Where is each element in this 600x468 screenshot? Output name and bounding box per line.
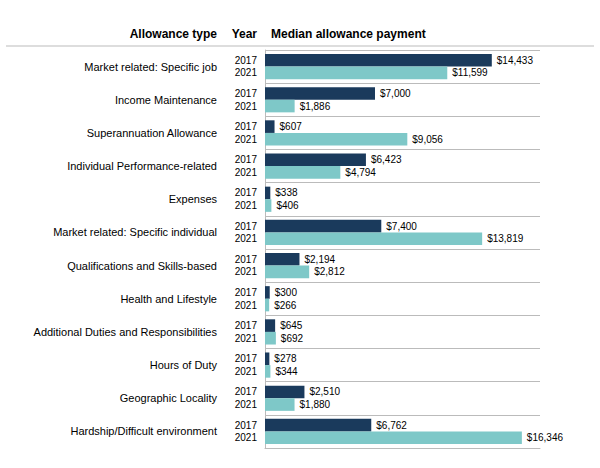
svg-text:2017: 2017 [235,187,258,198]
svg-text:$7,000: $7,000 [380,88,411,99]
svg-text:2021: 2021 [235,300,258,311]
svg-text:$2,812: $2,812 [314,266,345,277]
svg-text:$1,880: $1,880 [300,399,331,410]
svg-text:Hours of Duty: Hours of Duty [150,359,218,371]
svg-text:Additional Duties and Responsi: Additional Duties and Responsibilities [34,326,218,338]
svg-text:2021: 2021 [235,233,258,244]
svg-text:2017: 2017 [235,221,258,232]
svg-text:2021: 2021 [235,200,258,211]
svg-text:2017: 2017 [235,88,258,99]
svg-text:$16,346: $16,346 [527,432,564,443]
svg-text:2017: 2017 [235,386,258,397]
svg-text:$13,819: $13,819 [487,233,524,244]
svg-text:2017: 2017 [235,55,258,66]
svg-text:2017: 2017 [235,254,258,265]
svg-text:$2,194: $2,194 [304,254,335,265]
svg-text:$4,794: $4,794 [345,167,376,178]
svg-text:$406: $406 [276,200,299,211]
svg-text:$1,886: $1,886 [300,101,331,112]
svg-text:Individual Performance-related: Individual Performance-related [67,160,217,172]
svg-text:2017: 2017 [235,420,258,431]
svg-text:2021: 2021 [235,167,258,178]
svg-text:$9,056: $9,056 [412,134,443,145]
svg-text:2017: 2017 [235,320,258,331]
svg-text:$344: $344 [275,366,298,377]
svg-text:Median allowance payment: Median allowance payment [271,27,426,41]
svg-text:Health and Lifestyle: Health and Lifestyle [120,293,217,305]
svg-text:2021: 2021 [235,134,258,145]
svg-text:Superannuation Allowance: Superannuation Allowance [87,127,217,139]
svg-text:$6,762: $6,762 [376,420,407,431]
svg-text:2017: 2017 [235,287,258,298]
svg-text:Market related: Specific indiv: Market related: Specific individual [53,226,217,238]
svg-text:$338: $338 [275,187,298,198]
svg-text:$692: $692 [281,333,304,344]
svg-text:$2,510: $2,510 [309,386,340,397]
svg-text:Geographic Locality: Geographic Locality [120,392,218,404]
svg-text:$278: $278 [274,353,297,364]
svg-text:$11,599: $11,599 [452,67,488,78]
svg-text:$6,423: $6,423 [371,154,402,165]
svg-text:2017: 2017 [235,154,258,165]
svg-text:Year: Year [232,27,258,41]
svg-text:Hardship/Difficult environment: Hardship/Difficult environment [70,425,217,437]
svg-text:Expenses: Expenses [169,193,218,205]
svg-text:2021: 2021 [235,366,258,377]
svg-text:2017: 2017 [235,121,258,132]
svg-text:2021: 2021 [235,266,258,277]
svg-text:2021: 2021 [235,399,258,410]
svg-text:2021: 2021 [235,67,258,78]
svg-text:Market related: Specific job: Market related: Specific job [84,61,217,73]
svg-text:$266: $266 [274,300,297,311]
svg-text:2017: 2017 [235,353,258,364]
svg-text:$645: $645 [280,320,303,331]
svg-text:Income Maintenance: Income Maintenance [115,94,217,106]
svg-text:$607: $607 [280,121,303,132]
svg-text:$14,433: $14,433 [497,55,534,66]
svg-text:2021: 2021 [235,432,258,443]
svg-text:$7,400: $7,400 [386,221,417,232]
svg-text:Qualifications and Skills-base: Qualifications and Skills-based [67,260,217,272]
svg-text:2021: 2021 [235,333,258,344]
svg-text:2021: 2021 [235,101,258,112]
svg-text:Allowance type: Allowance type [130,27,218,41]
svg-text:$300: $300 [275,287,298,298]
